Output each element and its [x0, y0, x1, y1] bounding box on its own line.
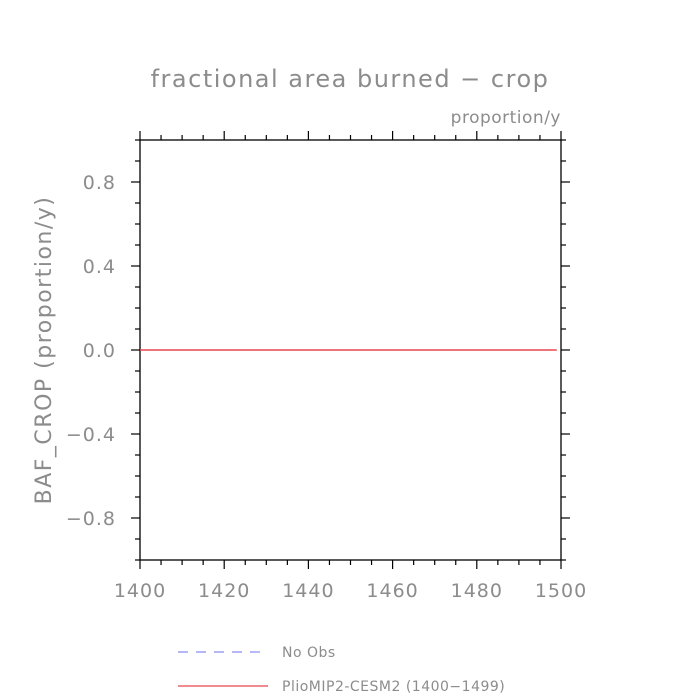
y-tick-label: 0.0 — [83, 340, 116, 362]
x-tick-label: 1400 — [114, 580, 166, 602]
x-tick-label: 1420 — [198, 580, 250, 602]
plot-area: 1400 1420 1440 1460 1480 1500 0.8 0.4 0.0 −0.4 −0.… — [66, 131, 587, 602]
legend-label: No Obs — [282, 645, 336, 661]
legend-label: PlioMIP2-CESM2 (1400−1499) — [282, 679, 505, 695]
x-tick-label: 1440 — [282, 580, 334, 602]
y-tick-label: −0.8 — [66, 508, 116, 530]
chart-subtitle: proportion/y — [451, 108, 561, 128]
chart-title: fractional area burned − crop — [151, 65, 550, 93]
legend: No Obs PlioMIP2-CESM2 (1400−1499) — [178, 645, 505, 695]
x-tick-label: 1480 — [451, 580, 503, 602]
y-tick-label: −0.4 — [66, 424, 116, 446]
x-tick-label: 1460 — [366, 580, 418, 602]
y-tick-label: 0.4 — [83, 256, 116, 278]
y-axis-label: BAF_CROP (proportion/y) — [32, 196, 57, 505]
y-tick-label: 0.8 — [83, 172, 116, 194]
x-tick-label: 1500 — [535, 580, 587, 602]
